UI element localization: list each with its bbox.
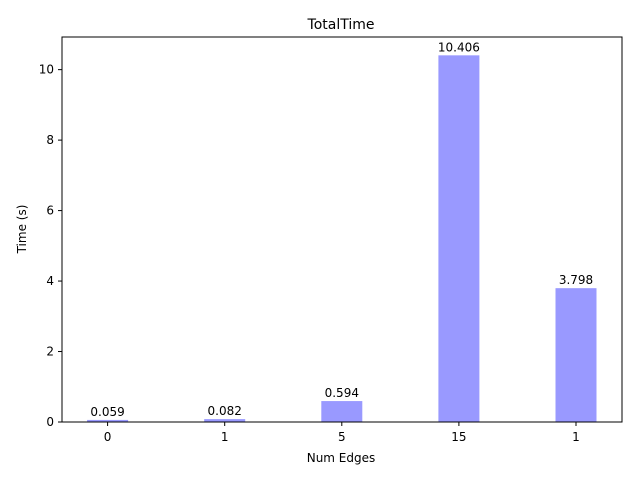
bar-value-label-3: 10.406	[438, 40, 480, 54]
bar-1	[204, 419, 246, 422]
y-tick-label-1: 2	[46, 345, 54, 359]
x-tick-label-3: 15	[451, 430, 466, 444]
x-tick-label-0: 0	[104, 430, 112, 444]
bar-value-label-2: 0.594	[325, 386, 359, 400]
bar-4	[555, 288, 597, 422]
y-tick-label-0: 0	[46, 415, 54, 429]
bar-value-label-0: 0.059	[90, 405, 124, 419]
x-axis-label: Num Edges	[307, 451, 376, 465]
value-labels-layer: 0.059 0.082 0.594 10.406 3.798	[90, 40, 593, 419]
x-tick-label-1: 1	[221, 430, 229, 444]
x-tick-label-4: 1	[572, 430, 580, 444]
y-tick-label-2: 4	[46, 274, 54, 288]
y-tick-label-3: 6	[46, 204, 54, 218]
bar-2	[321, 401, 363, 422]
y-tick-label-4: 8	[46, 133, 54, 147]
bar-0	[87, 419, 129, 422]
bar-3	[438, 55, 480, 422]
chart-title: TotalTime	[307, 17, 375, 33]
x-tick-label-2: 5	[338, 430, 346, 444]
bars-layer	[87, 55, 597, 422]
bar-value-label-1: 0.082	[208, 404, 242, 418]
y-tick-label-5: 10	[39, 63, 54, 77]
bar-value-label-4: 3.798	[559, 273, 593, 287]
y-axis-label: Time (s)	[15, 205, 29, 255]
